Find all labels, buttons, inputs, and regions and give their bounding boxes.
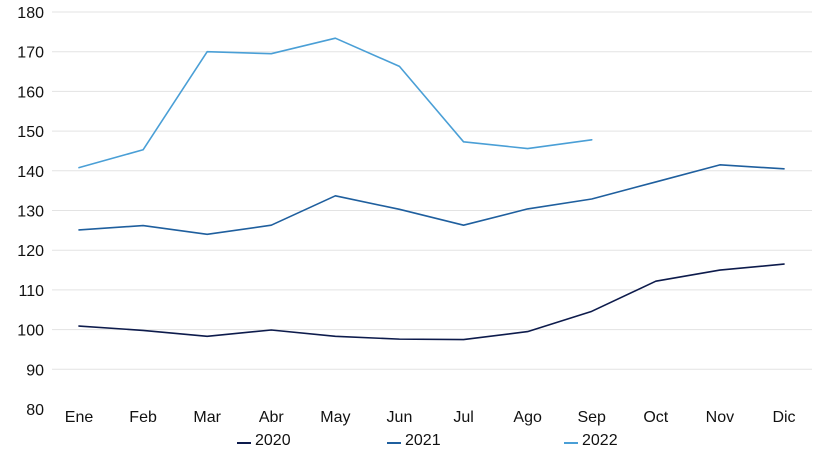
legend-label: 2020 xyxy=(255,432,291,449)
x-tick-label: Jul xyxy=(453,409,473,426)
y-tick-label: 160 xyxy=(17,84,44,101)
y-tick-label: 170 xyxy=(17,45,44,62)
y-tick-label: 120 xyxy=(17,243,44,260)
x-tick-label: Sep xyxy=(577,409,606,426)
x-tick-label: May xyxy=(320,409,350,426)
y-tick-label: 180 xyxy=(17,5,44,22)
x-tick-label: Feb xyxy=(129,409,157,426)
y-tick-label: 90 xyxy=(26,362,44,379)
y-axis-tick-labels: 80 90 100 110 120 130 140 150 160 170 180 xyxy=(17,5,44,419)
x-tick-label: Oct xyxy=(643,409,668,426)
gridlines xyxy=(52,11,812,370)
x-tick-label: Nov xyxy=(706,409,734,426)
x-tick-label: Mar xyxy=(193,409,221,426)
y-tick-label: 110 xyxy=(18,283,44,300)
x-tick-label: Dic xyxy=(772,409,795,426)
legend: 2020 2021 2022 xyxy=(237,432,618,449)
x-tick-label: Jun xyxy=(387,409,413,426)
x-tick-label: Abr xyxy=(259,409,285,426)
y-tick-label: 150 xyxy=(17,124,44,141)
x-tick-label: Ago xyxy=(513,409,542,426)
y-tick-label: 140 xyxy=(17,164,44,181)
legend-label: 2021 xyxy=(405,432,441,449)
series-line-2021 xyxy=(78,164,785,236)
x-axis-tick-labels: Ene Feb Mar Abr May Jun Jul Ago Sep Oct Nov Dic xyxy=(65,409,796,426)
series-line-2022 xyxy=(78,37,593,169)
series-lines xyxy=(78,37,785,341)
y-tick-label: 100 xyxy=(17,323,44,340)
y-tick-label: 80 xyxy=(26,402,44,419)
y-tick-label: 130 xyxy=(17,204,44,221)
series-line-2020 xyxy=(78,263,785,341)
legend-label: 2022 xyxy=(582,432,618,449)
x-tick-label: Ene xyxy=(65,409,94,426)
